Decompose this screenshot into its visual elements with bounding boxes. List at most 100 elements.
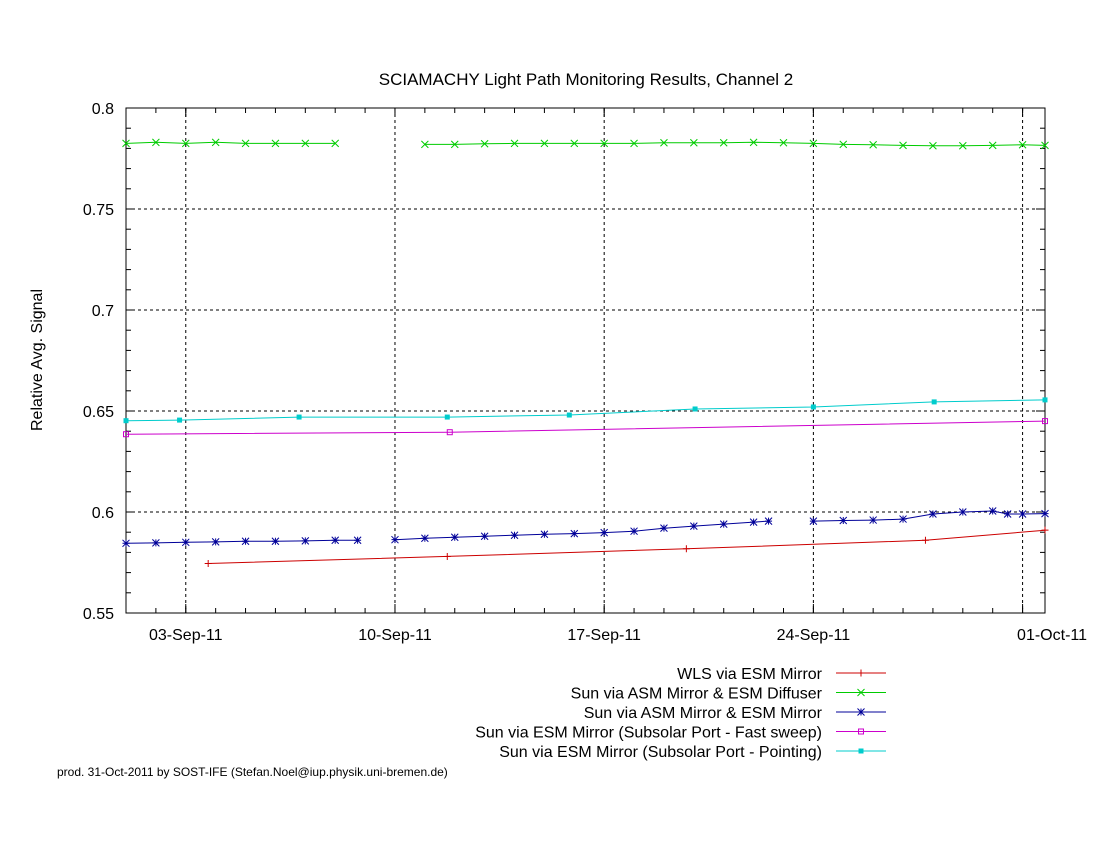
series-wls-via-esm-mirror bbox=[204, 526, 1049, 568]
chart-title: SCIAMACHY Light Path Monitoring Results,… bbox=[379, 70, 794, 89]
data-point bbox=[241, 537, 250, 546]
data-point bbox=[779, 138, 788, 147]
series-line bbox=[394, 520, 769, 541]
series-line bbox=[813, 510, 1046, 522]
data-point bbox=[858, 748, 864, 754]
data-point bbox=[444, 414, 450, 420]
y-tick-label: 0.75 bbox=[83, 202, 114, 219]
data-point bbox=[1042, 397, 1048, 403]
data-point bbox=[122, 139, 130, 148]
grid bbox=[126, 108, 1045, 613]
data-point bbox=[570, 139, 579, 148]
data-point bbox=[1042, 418, 1048, 425]
data-point bbox=[301, 537, 310, 545]
data-point bbox=[749, 518, 758, 526]
data-point bbox=[630, 527, 638, 536]
y-axis: 0.55 0.6 0.65 0.7 0.75 0.8 bbox=[83, 101, 114, 623]
data-point bbox=[1018, 510, 1027, 518]
x-tick-label: 03-Sep-11 bbox=[149, 627, 223, 644]
data-point bbox=[857, 669, 865, 677]
data-point bbox=[152, 138, 160, 147]
series-line bbox=[125, 539, 358, 544]
data-point bbox=[899, 515, 907, 523]
data-point bbox=[271, 139, 280, 148]
data-point bbox=[857, 688, 865, 697]
data-point bbox=[271, 537, 280, 546]
data-point bbox=[858, 728, 864, 735]
data-point bbox=[540, 530, 549, 539]
y-tick-label: 0.65 bbox=[83, 404, 114, 421]
legend-label: Sun via ESM Mirror (Subsolar Port - Fast… bbox=[475, 725, 822, 742]
data-point bbox=[1041, 509, 1049, 518]
legend-label: WLS via ESM Mirror bbox=[677, 666, 823, 683]
x-tick-label: 01-Oct-11 bbox=[1017, 627, 1087, 644]
legend-label: Sun via ASM Mirror & ESM Mirror bbox=[584, 705, 823, 722]
series-line bbox=[125, 420, 1046, 435]
data-point bbox=[809, 517, 818, 525]
data-point bbox=[480, 532, 489, 541]
data-point bbox=[331, 536, 340, 545]
data-point bbox=[1018, 140, 1027, 149]
series-sun-via-esm-mirror-subsolar-port-fast-sweep bbox=[123, 418, 1048, 438]
y-axis-label: Relative Avg. Signal bbox=[29, 289, 46, 431]
data-point bbox=[450, 140, 459, 149]
data-point bbox=[929, 510, 937, 518]
data-point bbox=[570, 529, 579, 538]
data-point bbox=[869, 516, 878, 524]
series-line bbox=[208, 529, 1046, 564]
data-point bbox=[181, 538, 190, 547]
series-line bbox=[125, 399, 1046, 422]
data-point bbox=[857, 708, 865, 716]
data-point bbox=[689, 522, 698, 530]
data-point bbox=[749, 138, 758, 147]
data-point bbox=[1003, 510, 1012, 518]
data-point bbox=[929, 141, 937, 150]
footer-credit: prod. 31-Oct-2011 by SOST-IFE (Stefan.No… bbox=[57, 765, 448, 779]
data-point bbox=[123, 418, 129, 424]
plot-frame bbox=[125, 107, 1046, 614]
data-point bbox=[988, 507, 997, 515]
series-layer bbox=[122, 138, 1049, 568]
x-tick-label: 10-Sep-11 bbox=[358, 627, 432, 644]
data-point bbox=[660, 138, 668, 147]
data-point bbox=[958, 141, 967, 150]
data-point bbox=[809, 139, 818, 148]
data-point bbox=[660, 524, 668, 533]
x-tick-label: 24-Sep-11 bbox=[777, 627, 851, 644]
data-point bbox=[839, 516, 848, 525]
x-tick-label: 17-Sep-11 bbox=[567, 627, 641, 644]
data-point bbox=[211, 138, 220, 147]
series-sun-via-asm-mirror-esm-mirror bbox=[122, 507, 1049, 548]
data-point bbox=[421, 140, 429, 149]
data-point bbox=[600, 528, 609, 537]
y-tick-label: 0.8 bbox=[92, 101, 114, 118]
series-line bbox=[424, 141, 1046, 147]
legend-label: Sun via ASM Mirror & ESM Diffuser bbox=[571, 686, 823, 703]
data-point bbox=[211, 538, 220, 546]
data-point bbox=[177, 417, 183, 423]
data-point bbox=[443, 552, 451, 560]
data-point bbox=[301, 139, 310, 148]
axis-ticks bbox=[125, 107, 1045, 614]
series-sun-via-esm-mirror-subsolar-port-pointing bbox=[123, 397, 1048, 424]
data-point bbox=[152, 539, 160, 547]
data-point bbox=[689, 138, 698, 147]
data-point bbox=[931, 399, 937, 405]
data-point bbox=[181, 139, 190, 148]
data-point bbox=[719, 520, 728, 528]
series-line bbox=[125, 141, 336, 144]
data-point bbox=[480, 139, 489, 148]
data-point bbox=[899, 141, 907, 150]
data-point bbox=[1041, 526, 1049, 534]
data-point bbox=[600, 139, 609, 148]
data-point bbox=[764, 517, 773, 525]
data-point bbox=[810, 404, 816, 410]
data-point bbox=[391, 535, 399, 544]
data-point bbox=[692, 406, 698, 412]
data-point bbox=[353, 536, 362, 545]
y-tick-label: 0.7 bbox=[92, 303, 114, 320]
x-axis: 03-Sep-11 10-Sep-11 17-Sep-11 24-Sep-11 01-O… bbox=[149, 627, 1087, 644]
series-sun-via-asm-mirror-esm-diffuser bbox=[122, 138, 1049, 150]
data-point bbox=[540, 139, 549, 148]
